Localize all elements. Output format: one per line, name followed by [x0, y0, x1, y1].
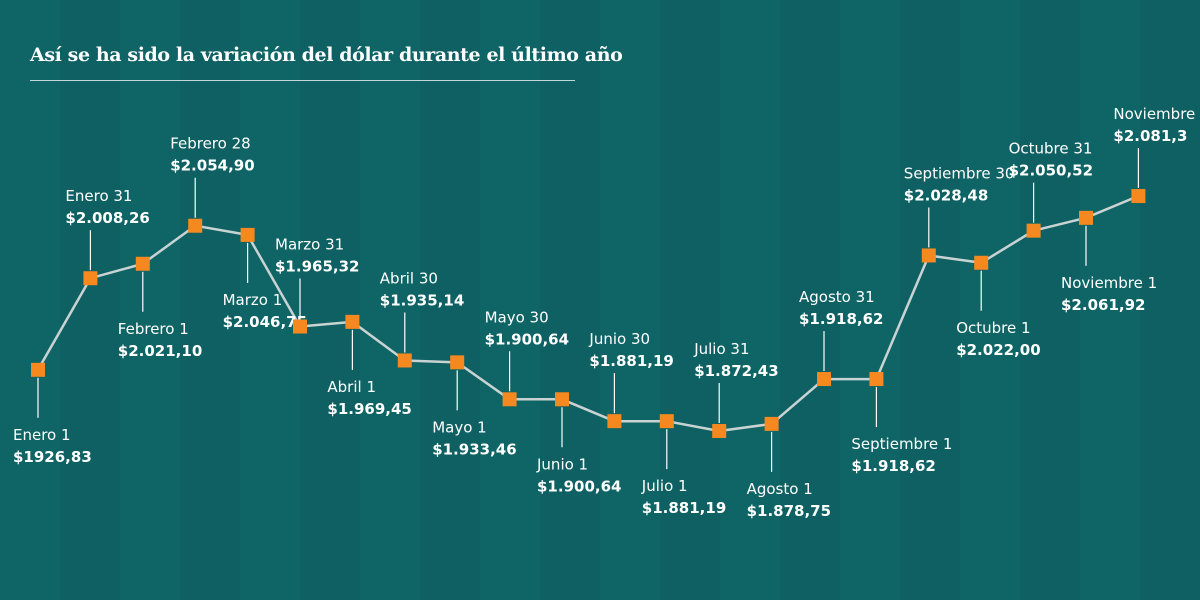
point-marker: [188, 218, 203, 233]
point-marker: [450, 355, 465, 370]
data-point-group: Abril 30 $1.935,14: [380, 269, 464, 368]
data-point-group: Octubre 31 $2.050,52: [1009, 140, 1093, 238]
point-date-label: Octubre 1: [956, 319, 1030, 337]
data-point-group: Abril 1 $1.969,45: [327, 314, 412, 418]
point-marker: [240, 227, 255, 242]
data-point-group: Mayo 30 $1.900,64: [485, 308, 569, 407]
point-marker: [921, 248, 936, 263]
point-marker: [31, 362, 45, 377]
point-date-label: Febrero 1: [118, 320, 189, 338]
point-value-label: $2.028,48: [904, 186, 988, 204]
data-point-group: Septiembre 30 $2.028,48: [904, 164, 1015, 263]
point-value-label: $2.008,26: [65, 209, 149, 227]
point-date-label: Septiembre 1: [851, 435, 952, 453]
data-point-group: Marzo 31 $1.965,32: [275, 236, 359, 334]
data-point-group: Mayo 1 $1.933,46: [432, 355, 517, 458]
title-underline: [30, 80, 575, 81]
data-point-group: Enero 1 $1926,83: [13, 362, 92, 466]
point-value-label: $1.900,64: [537, 477, 621, 495]
point-date-label: Noviembre 5: [1113, 105, 1200, 123]
point-date-label: Noviembre 1: [1061, 274, 1157, 292]
point-marker: [974, 255, 989, 270]
point-date-label: Enero 1: [13, 426, 71, 444]
point-value-label: $1.881,19: [589, 352, 673, 370]
point-value-label: $2.050,52: [1009, 162, 1093, 180]
point-value-label: $2.081,3: [1113, 127, 1187, 145]
point-value-label: $1.872,43: [694, 362, 778, 380]
point-marker: [135, 256, 150, 271]
point-date-label: Agosto 1: [747, 480, 813, 498]
point-value-label: $2.022,00: [956, 341, 1040, 359]
data-point-group: Agosto 1 $1.878,75: [747, 416, 831, 520]
point-value-label: $1926,83: [13, 448, 92, 466]
data-point-group: Octubre 1 $2.022,00: [956, 255, 1041, 359]
point-value-label: $2.061,92: [1061, 296, 1145, 314]
data-point-group: Enero 31 $2.008,26: [65, 187, 150, 286]
data-point-group: Febrero 28 $2.054,90: [170, 135, 255, 233]
point-date-label: Abril 1: [327, 378, 376, 396]
point-date-label: Mayo 30: [485, 308, 549, 326]
data-point-group: Junio 1 $1.900,64: [536, 392, 621, 495]
point-marker: [869, 372, 884, 387]
point-marker: [83, 271, 98, 286]
point-value-label: $1.969,45: [327, 400, 411, 418]
point-value-label: $1.881,19: [642, 499, 726, 517]
point-value-label: $1.935,14: [380, 291, 464, 309]
data-point-group: Febrero 1 $2.021,10: [118, 256, 202, 360]
point-date-label: Marzo 1: [223, 291, 283, 309]
point-date-label: Julio 1: [641, 477, 688, 495]
point-value-label: $2.046,75: [223, 313, 307, 331]
data-point-group: Julio 1 $1.881,19: [641, 414, 726, 517]
point-marker: [1131, 189, 1146, 204]
point-marker: [659, 414, 674, 429]
point-date-label: Junio 30: [588, 330, 650, 348]
data-point-group: Septiembre 1 $1.918,62: [851, 372, 952, 475]
point-date-label: Julio 31: [693, 340, 749, 358]
point-date-label: Marzo 31: [275, 236, 344, 254]
point-date-label: Octubre 31: [1009, 140, 1093, 158]
data-point-group: Junio 30 $1.881,19: [588, 330, 674, 429]
data-point-group: Marzo 1 $2.046,75: [223, 227, 307, 331]
point-marker: [345, 314, 360, 329]
point-value-label: $1.878,75: [747, 502, 831, 520]
point-date-label: Septiembre 30: [904, 164, 1015, 182]
point-marker: [555, 392, 569, 407]
point-marker: [293, 319, 307, 334]
data-point-group: Julio 31 $1.872,43: [693, 340, 779, 439]
point-marker: [764, 416, 779, 431]
point-value-label: $2.054,90: [170, 157, 254, 175]
series-line: [36, 194, 1139, 433]
point-date-label: Mayo 1: [432, 418, 487, 436]
point-value-label: $1.900,64: [485, 330, 569, 348]
point-value-label: $1.933,46: [432, 440, 516, 458]
point-marker: [1079, 210, 1093, 225]
point-date-label: Febrero 28: [170, 135, 251, 153]
point-marker: [712, 424, 727, 439]
point-marker: [502, 392, 517, 407]
point-date-label: Abril 30: [380, 269, 438, 287]
point-value-label: $1.918,62: [851, 457, 935, 475]
point-marker: [397, 353, 412, 368]
chart-title: Así se ha sido la variación del dólar du…: [30, 44, 623, 66]
point-value-label: $2.021,10: [118, 342, 202, 360]
point-marker: [817, 372, 831, 387]
point-date-label: Enero 31: [65, 187, 132, 205]
data-point-group: Agosto 31 $1.918,62: [799, 288, 883, 387]
point-value-label: $1.918,62: [799, 310, 883, 328]
data-point-group: Noviembre 5 $2.081,3: [1113, 105, 1200, 204]
point-value-label: $1.965,32: [275, 258, 359, 276]
point-date-label: Agosto 31: [799, 288, 875, 306]
point-marker: [607, 414, 622, 429]
data-point-group: Noviembre 1 $2.061,92: [1061, 210, 1157, 314]
point-marker: [1026, 223, 1041, 238]
point-date-label: Junio 1: [536, 455, 588, 473]
